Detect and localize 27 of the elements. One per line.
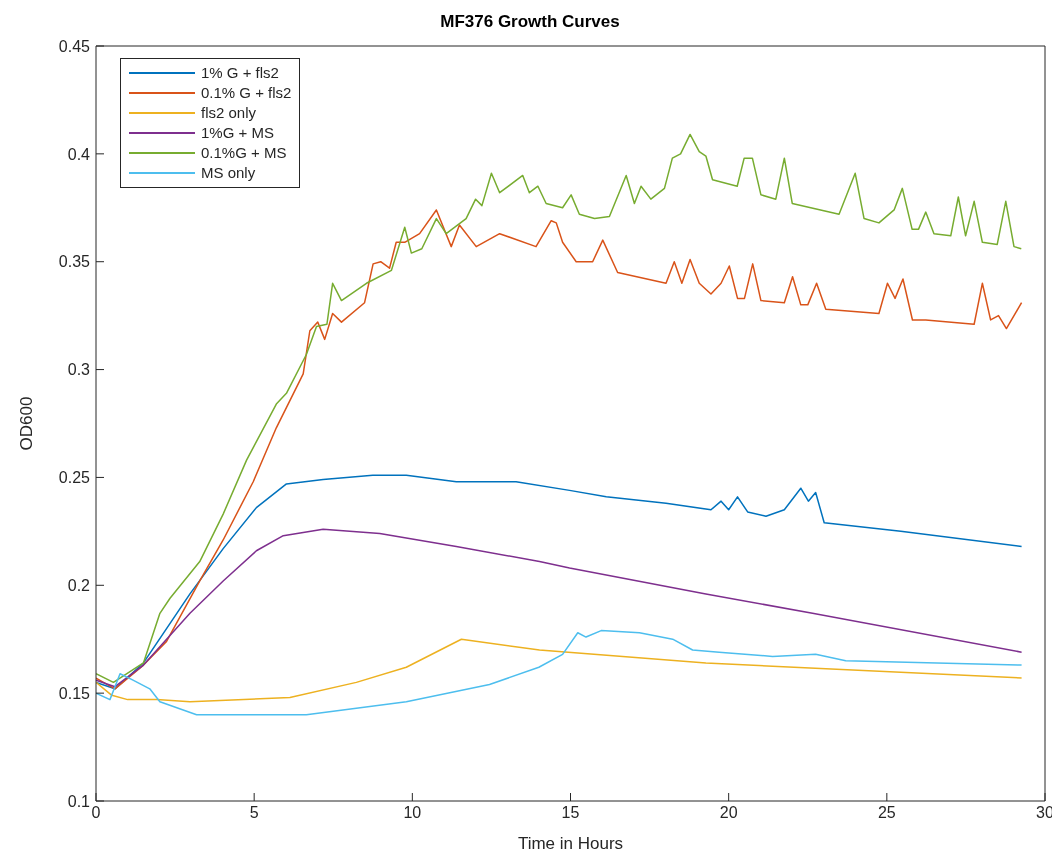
line-series <box>96 474 1023 690</box>
x-tick-label: 10 <box>403 804 422 822</box>
x-tick-label: 25 <box>877 804 896 822</box>
x-axis-title: Time in Hours <box>517 834 624 853</box>
x-tick-label: 0 <box>91 804 101 822</box>
x-tick-label: 5 <box>249 804 259 822</box>
x-tick-label: 20 <box>719 804 738 822</box>
y-tick-label: 0.1 <box>67 792 91 810</box>
legend-label: MS only <box>201 163 256 183</box>
legend-label: 1% G + fls2 <box>201 63 279 83</box>
y-tick-label: 0.2 <box>67 576 91 594</box>
legend-label: 1%G + MS <box>201 123 274 143</box>
line-series <box>96 629 1023 716</box>
y-tick-label: 0.35 <box>58 253 91 271</box>
y-tick-label: 0.4 <box>67 145 91 163</box>
x-tick-label: 15 <box>561 804 580 822</box>
legend-label: fls2 only <box>201 103 257 123</box>
legend-label: 0.1% G + fls2 <box>201 83 292 103</box>
y-tick-label: 0.25 <box>58 469 91 487</box>
y-tick-label: 0.3 <box>67 361 91 379</box>
y-tick-label: 0.45 <box>58 37 91 55</box>
y-axis-title: OD600 <box>17 396 37 451</box>
chart-title: MF376 Growth Curves <box>439 12 621 32</box>
y-tick-label: 0.15 <box>58 684 91 702</box>
line-series <box>96 638 1023 703</box>
legend-label: 0.1%G + MS <box>201 143 287 163</box>
line-series <box>96 528 1023 688</box>
